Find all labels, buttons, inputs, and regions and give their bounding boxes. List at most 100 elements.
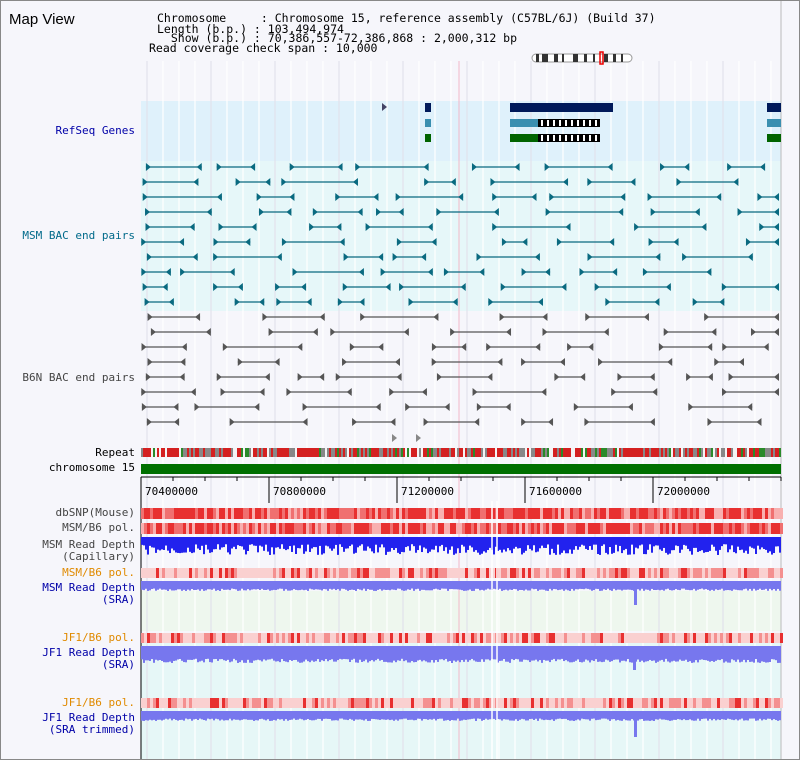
bac-end: [265, 178, 271, 186]
track-label-msm-pol[interactable]: MSM/B6 pol.: [62, 521, 135, 534]
track-label-repeat[interactable]: Repeat: [95, 446, 135, 459]
heat-cell: [351, 633, 354, 643]
depth-bar: [555, 646, 557, 662]
heat-cell: [303, 508, 306, 519]
track-label-jf1-depth[interactable]: JF1 Read Depth: [42, 646, 135, 659]
heat-cell: [150, 633, 153, 643]
depth-bar: [573, 711, 575, 721]
track-label-msm-bac[interactable]: MSM BAC end pairs: [22, 229, 135, 242]
heat-cell: [399, 523, 402, 534]
heat-cell: [576, 633, 579, 643]
depth-bar: [625, 711, 627, 721]
bac-end: [142, 178, 148, 186]
depth-bar: [523, 537, 525, 553]
depth-bar: [213, 581, 215, 589]
heat-cell: [267, 633, 270, 643]
heat-cell: [174, 698, 177, 708]
heat-cell: [444, 508, 447, 519]
depth-bar: [685, 581, 687, 590]
depth-bar: [583, 711, 585, 720]
depth-bar: [643, 537, 645, 555]
heat-cell: [555, 523, 558, 534]
depth-bar: [505, 646, 507, 662]
depth-bar: [285, 581, 287, 590]
depth-bar: [771, 711, 773, 721]
depth-bar: [697, 711, 699, 719]
depth-bar: [273, 581, 275, 590]
depth-bar: [515, 581, 517, 590]
depth-bar: [169, 537, 171, 554]
heat-cell: [378, 568, 381, 578]
repeat-segment: [331, 448, 333, 457]
depth-bar: [595, 711, 597, 721]
repeat-segment: [539, 448, 541, 457]
track-label-dbsnp[interactable]: dbSNP(Mouse): [55, 506, 135, 519]
track-label-msm-pol-2[interactable]: MSM/B6 pol.: [62, 566, 135, 579]
track-label-b6n-bac[interactable]: B6N BAC end pairs: [22, 371, 135, 384]
heat-cell: [480, 523, 483, 534]
track-label-jf1-trim[interactable]: JF1 Read Depth: [42, 711, 135, 724]
depth-bar: [307, 537, 309, 545]
depth-bar: [417, 646, 419, 661]
repeat-segment: [589, 448, 591, 457]
bac-end: [216, 193, 222, 201]
depth-bar: [487, 646, 489, 660]
heat-cell: [261, 523, 264, 534]
depth-bar: [743, 646, 745, 660]
depth-bar: [225, 581, 227, 590]
depth-bar: [177, 646, 179, 660]
repeat-segment: [395, 448, 397, 457]
repeat-segment: [603, 448, 605, 457]
heat-cell: [408, 508, 411, 519]
repeat-segment: [405, 448, 407, 457]
depth-bar: [389, 581, 391, 591]
repeat-segment: [653, 448, 655, 457]
depth-bar: [589, 537, 591, 547]
heat-cell: [552, 523, 555, 534]
heat-cell: [573, 508, 576, 519]
depth-bar: [425, 537, 427, 549]
heat-cell: [528, 568, 531, 578]
depth-bar: [257, 711, 259, 721]
heat-cell: [513, 568, 516, 578]
bac-end: [312, 328, 318, 336]
track-label-refseq[interactable]: RefSeq Genes: [55, 124, 135, 137]
heat-cell: [252, 523, 255, 534]
repeat-segment: [521, 448, 523, 457]
track-label-msm-depth-sra[interactable]: MSM Read Depth: [42, 581, 135, 594]
track-label-jf1-pol-2[interactable]: JF1/B6 pol.: [62, 696, 135, 709]
heat-cell: [696, 523, 699, 534]
heat-cell: [507, 523, 510, 534]
depth-bar: [339, 581, 341, 591]
heat-cell: [456, 633, 459, 643]
depth-bar: [603, 646, 605, 662]
heat-cell: [447, 568, 450, 578]
heat-cell: [372, 698, 375, 708]
depth-bar: [693, 646, 695, 663]
heat-cell: [381, 633, 384, 643]
repeat-segment: [263, 448, 265, 457]
heat-cell: [435, 508, 438, 519]
depth-bar: [581, 581, 583, 589]
depth-bar: [495, 646, 497, 660]
depth-bar: [207, 537, 209, 550]
heat-cell: [684, 508, 687, 519]
track-label-jf1-pol[interactable]: JF1/B6 pol.: [62, 631, 135, 644]
track-label-msm-depth-cap[interactable]: MSM Read Depth: [42, 538, 135, 551]
depth-bar: [217, 581, 219, 591]
heat-cell: [213, 633, 216, 643]
heat-cell: [693, 508, 696, 519]
heat-cell: [564, 698, 567, 708]
heat-cell: [555, 698, 558, 708]
heat-cell: [756, 523, 759, 534]
heat-cell: [762, 698, 765, 708]
depth-bar: [551, 537, 553, 549]
heat-cell: [594, 633, 597, 643]
depth-bar: [613, 537, 615, 553]
heat-cell: [717, 523, 720, 534]
bac-end: [275, 283, 281, 291]
heat-cell: [267, 523, 270, 534]
depth-bar: [621, 711, 623, 721]
depth-bar: [499, 581, 501, 589]
